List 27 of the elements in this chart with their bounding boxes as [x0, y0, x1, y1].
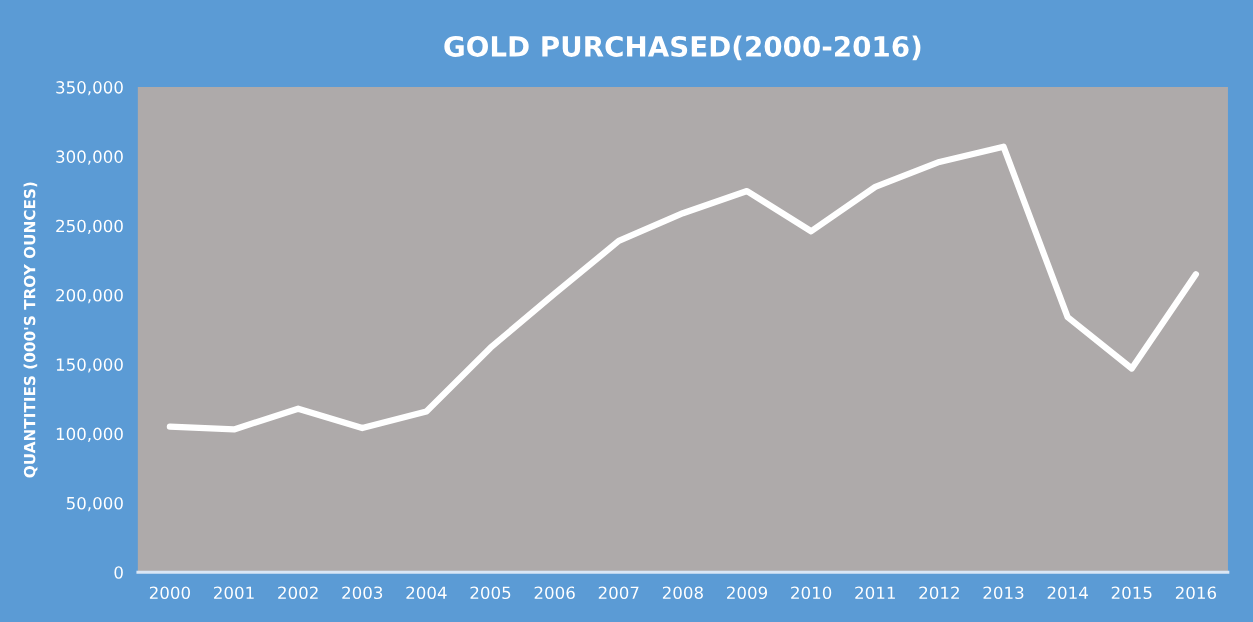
x-tick-label: 2010: [791, 586, 832, 600]
x-tick-label: 2001: [214, 586, 254, 600]
y-tick-label: 0: [114, 566, 123, 579]
x-tick-label: 2000: [149, 586, 190, 600]
x-tick-label: 2016: [1175, 586, 1217, 600]
x-tick-label: 2006: [534, 586, 575, 600]
y-axis-title: QUANTITIES (000'S TROY OUNCES): [23, 182, 38, 478]
x-tick-label: 2013: [983, 586, 1024, 600]
x-tick-label: 2009: [727, 586, 768, 600]
y-tick-label: 300,000: [56, 150, 123, 165]
y-tick-label: 200,000: [56, 288, 123, 304]
x-tick-label: 2012: [919, 586, 959, 600]
x-tick-label: 2004: [406, 586, 447, 600]
x-tick-label: 2015: [1111, 586, 1152, 600]
chart-title: GOLD PURCHASED(2000-2016): [444, 35, 921, 61]
x-tick-label: 2002: [278, 586, 318, 600]
x-tick-label: 2007: [598, 586, 639, 600]
y-tick-label: 100,000: [56, 427, 123, 442]
x-tick-label: 2008: [662, 586, 703, 600]
y-tick-label: 150,000: [56, 358, 123, 373]
x-tick-label: 2014: [1047, 586, 1088, 600]
y-tick-label: 50,000: [66, 496, 123, 512]
x-tick-label: 2005: [470, 586, 511, 600]
y-tick-label: 250,000: [56, 219, 123, 234]
x-tick-label: 2003: [342, 586, 383, 600]
x-tick-label: 2011: [855, 586, 895, 600]
y-tick-label: 350,000: [56, 81, 123, 96]
